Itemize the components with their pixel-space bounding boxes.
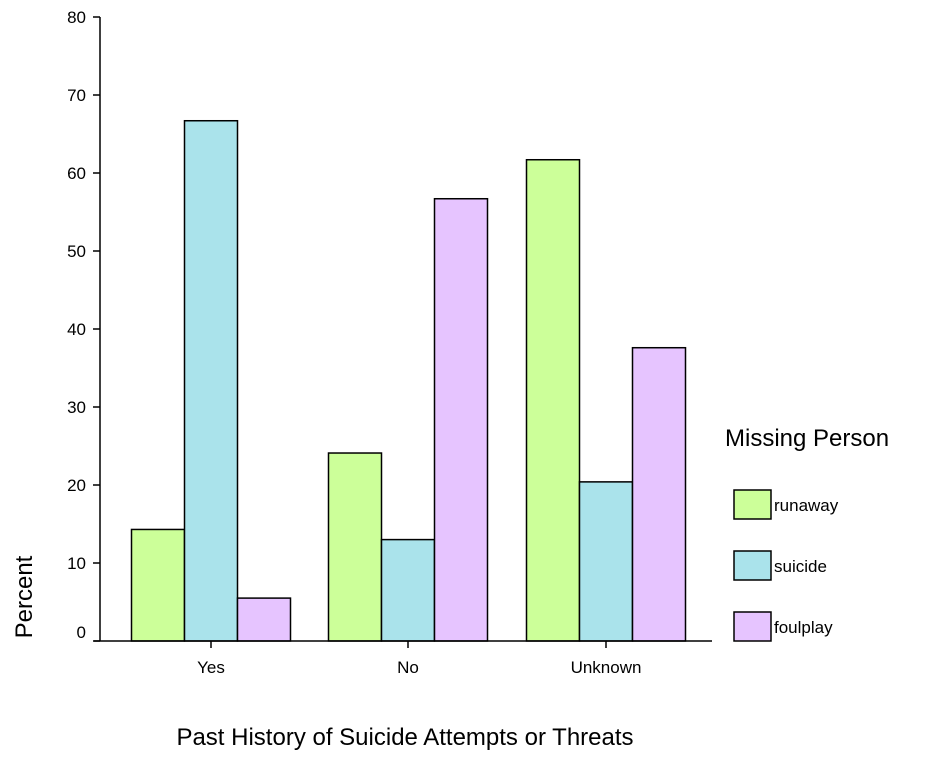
bar-runaway-unknown xyxy=(525,158,581,642)
bars-layer xyxy=(130,119,687,642)
bar-suicide-unknown xyxy=(578,481,634,642)
legend-label-suicide: suicide xyxy=(774,557,827,576)
bar-foulplay-no xyxy=(433,197,489,642)
y-tick-label: 10 xyxy=(67,554,86,573)
x-tick-label: No xyxy=(397,658,419,677)
axes-layer xyxy=(93,16,712,648)
legend-label-runaway: runaway xyxy=(774,496,839,515)
legend-swatch-foulplay xyxy=(733,611,772,642)
bar-suicide-yes xyxy=(183,119,239,642)
bar-foulplay-yes xyxy=(236,597,292,642)
x-tick-label: Unknown xyxy=(571,658,642,677)
bar-runaway-no xyxy=(327,452,383,642)
y-tick-label: 60 xyxy=(67,164,86,183)
y-tick-label: 20 xyxy=(67,476,86,495)
legend-swatch-suicide xyxy=(733,550,772,581)
y-tick-label: 0 xyxy=(77,623,86,642)
legend-title: Missing Person xyxy=(725,425,889,452)
x-tick-label: Yes xyxy=(197,658,225,677)
bar-suicide-no xyxy=(380,538,436,642)
y-tick-labels: 0 10 20 30 40 50 60 70 80 xyxy=(67,8,86,642)
bar-foulplay-unknown xyxy=(631,346,687,642)
x-axis-title: Past History of Suicide Attempts or Thre… xyxy=(176,724,633,751)
x-tick-labels: Yes No Unknown xyxy=(197,658,641,677)
y-tick-label: 30 xyxy=(67,398,86,417)
legend-swatch-runaway xyxy=(733,489,772,520)
y-tick-label: 50 xyxy=(67,242,86,261)
y-tick-label: 40 xyxy=(67,320,86,339)
y-axis-title: Percent xyxy=(11,555,38,638)
y-tick-label: 70 xyxy=(67,86,86,105)
bar-runaway-yes xyxy=(130,528,186,642)
y-tick-label: 80 xyxy=(67,8,86,27)
legend: Missing Person runaway suicide foulplay xyxy=(725,425,889,642)
legend-label-foulplay: foulplay xyxy=(774,618,833,637)
